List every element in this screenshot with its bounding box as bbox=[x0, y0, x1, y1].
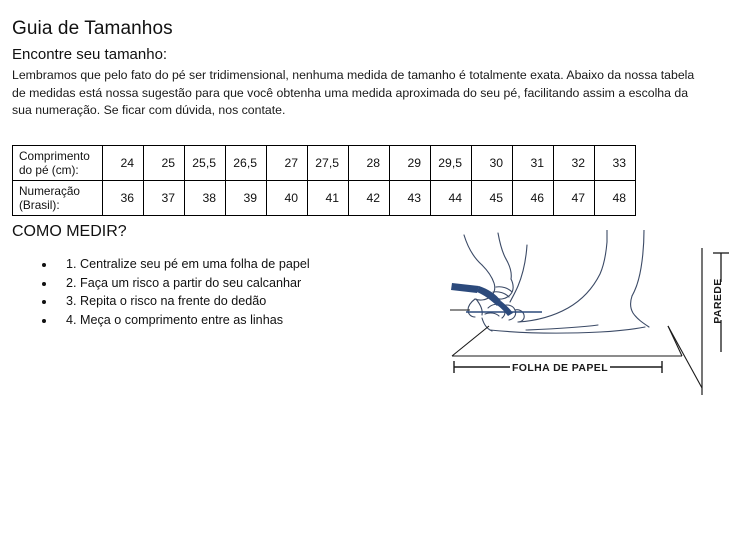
wall-label: PAREDE bbox=[712, 278, 724, 323]
row-label-line-1: Numeração bbox=[19, 183, 80, 198]
foot-length-cell: 26,5 bbox=[225, 145, 267, 181]
page-title: Guia de Tamanhos bbox=[12, 17, 173, 39]
brazil-size-cell: 48 bbox=[594, 180, 636, 216]
foot-length-cell: 31 bbox=[512, 145, 554, 181]
brazil-size-cell: 44 bbox=[430, 180, 472, 216]
brazil-size-cell: 36 bbox=[102, 180, 144, 216]
list-item: 1. Centralize seu pé em uma folha de pap… bbox=[56, 256, 310, 274]
brazil-size-cell: 43 bbox=[389, 180, 431, 216]
paper-dimension bbox=[453, 361, 663, 373]
paper-label: FOLHA DE PAPEL bbox=[512, 362, 608, 374]
row-label-foot-length: Comprimento do pé (cm): bbox=[12, 145, 103, 181]
size-conversion-table: Comprimento do pé (cm): 24 25 25,5 26,5 … bbox=[12, 145, 636, 216]
foot-length-cell: 30 bbox=[471, 145, 513, 181]
foot-length-cell: 29,5 bbox=[430, 145, 472, 181]
brazil-size-cell: 39 bbox=[225, 180, 267, 216]
wall-corner-line bbox=[667, 325, 703, 389]
row-label-line-2: do pé (cm): bbox=[19, 163, 79, 177]
foot-length-cell: 27 bbox=[266, 145, 308, 181]
foot-length-cell: 32 bbox=[553, 145, 595, 181]
foot-length-cell: 29 bbox=[389, 145, 431, 181]
wall-dimension bbox=[713, 252, 729, 352]
brazil-size-cell: 47 bbox=[553, 180, 595, 216]
list-item: 2. Faça um risco a partir do seu calcanh… bbox=[56, 275, 310, 293]
brazil-size-cell: 41 bbox=[307, 180, 349, 216]
foot-length-cell: 33 bbox=[594, 145, 636, 181]
foot-length-cell: 28 bbox=[348, 145, 390, 181]
brazil-size-cell: 40 bbox=[266, 180, 308, 216]
brazil-size-cell: 37 bbox=[143, 180, 185, 216]
brazil-size-cell: 38 bbox=[184, 180, 226, 216]
row-label-line-1: Comprimento bbox=[19, 148, 90, 163]
foot-length-cell: 25,5 bbox=[184, 145, 226, 181]
table-row: Numeração (Brasil): 36 37 38 39 40 41 42… bbox=[12, 180, 636, 216]
list-item: 4. Meça o comprimento entre as linhas bbox=[56, 312, 310, 330]
row-label-brazil-size: Numeração (Brasil): bbox=[12, 180, 103, 216]
row-label-line-2: (Brasil): bbox=[19, 198, 60, 212]
foot-length-cell: 25 bbox=[143, 145, 185, 181]
brazil-size-cell: 42 bbox=[348, 180, 390, 216]
how-to-measure-steps: 1. Centralize seu pé em uma folha de pap… bbox=[34, 256, 310, 330]
table-row: Comprimento do pé (cm): 24 25 25,5 26,5 … bbox=[12, 145, 636, 181]
foot-measuring-diagram: FOLHA DE PAPEL PAREDE bbox=[430, 230, 746, 395]
brazil-size-cell: 46 bbox=[512, 180, 554, 216]
foot-length-cell: 24 bbox=[102, 145, 144, 181]
foot-length-cell: 27,5 bbox=[307, 145, 349, 181]
brazil-size-cell: 45 bbox=[471, 180, 513, 216]
paper-sheet bbox=[451, 325, 683, 357]
list-item: 3. Repita o risco na frente do dedão bbox=[56, 293, 310, 311]
intro-paragraph: Lembramos que pelo fato do pé ser tridim… bbox=[12, 68, 695, 117]
intro-heading: Encontre seu tamanho: bbox=[12, 46, 168, 63]
foot-and-hand-outline bbox=[463, 230, 650, 334]
how-to-measure-heading: COMO MEDIR? bbox=[12, 223, 127, 240]
intro-paragraph-block: Lembramos que pelo fato do pé ser tridim… bbox=[12, 67, 702, 120]
